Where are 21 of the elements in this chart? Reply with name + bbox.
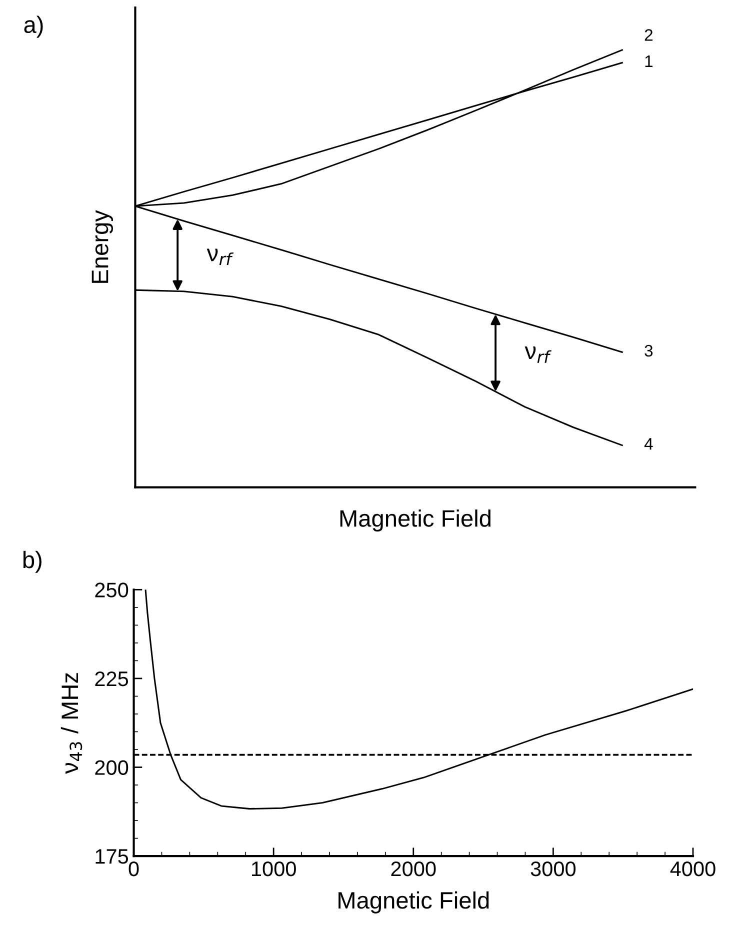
x-axis-title: Magnetic Field — [340, 509, 490, 532]
x-tick-label: 4000 — [670, 861, 716, 876]
x-axis-title: Magnetic Field — [338, 891, 489, 914]
series-label: 2 — [644, 29, 652, 41]
chart-title: b) — [23, 550, 42, 573]
y-axis-title: ν$_{43}$ / MHz — [60, 673, 82, 774]
x-tick-label: 2000 — [391, 861, 436, 876]
series-label: 4 — [644, 438, 653, 450]
series-label: 1 — [645, 56, 653, 67]
y-tick-label: 200 — [95, 760, 128, 775]
x-tick-label: 1000 — [252, 861, 296, 876]
y-tick-label: 225 — [95, 671, 128, 686]
x-tick-label: 0 — [128, 861, 139, 876]
y-tick-label: 175 — [96, 849, 128, 864]
annotation: ν$_{rf}$ — [524, 346, 552, 363]
chart-title: a) — [24, 16, 43, 38]
y-tick-label: 250 — [95, 582, 128, 598]
series-label: 3 — [644, 344, 653, 357]
x-tick-label: 3000 — [530, 861, 576, 876]
y-axis-title: Energy — [92, 210, 114, 283]
annotation: ν$_{rf}$ — [206, 248, 234, 266]
